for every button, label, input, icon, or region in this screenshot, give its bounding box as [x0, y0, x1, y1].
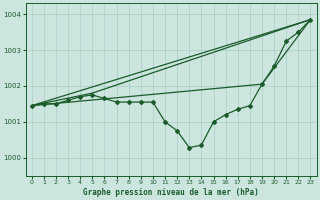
X-axis label: Graphe pression niveau de la mer (hPa): Graphe pression niveau de la mer (hPa) [83, 188, 259, 197]
